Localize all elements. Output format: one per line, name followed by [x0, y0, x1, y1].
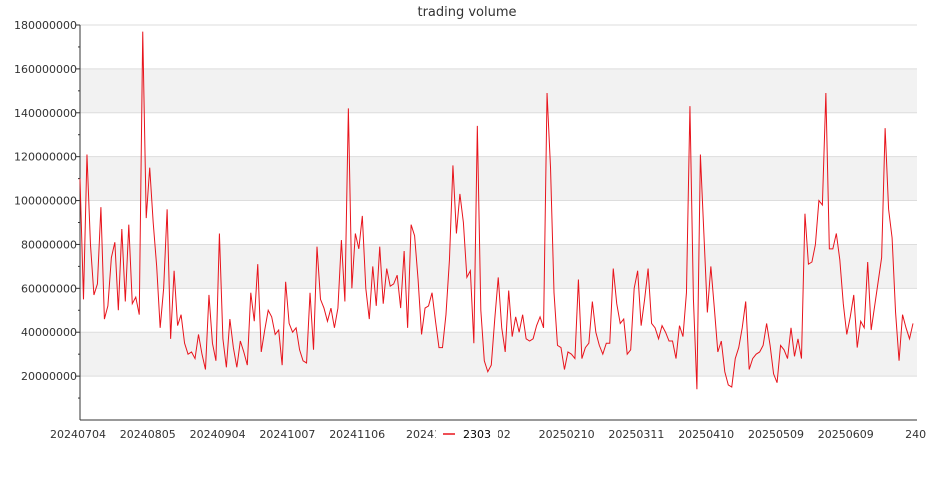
plot-background-bands: [80, 68, 917, 377]
x-tick-label: 20250410: [678, 428, 734, 441]
y-axis-ticks: 20000000 40000000 60000000 80000000 10000000…: [14, 19, 80, 399]
y-tick-label: 160000000: [14, 63, 77, 76]
y-tick-label: 120000000: [14, 151, 77, 164]
x-tick-label: 20250509: [748, 428, 804, 441]
legend-label: 2303: [463, 428, 491, 441]
y-tick-label: 60000000: [21, 282, 77, 295]
legend: 2303: [436, 425, 498, 443]
x-tick-label: 20240704: [50, 428, 106, 441]
x-tick-label: 20250609: [818, 428, 874, 441]
chart-title: trading volume: [417, 5, 516, 20]
x-tick-label: 20240805: [120, 428, 176, 441]
x-tick-label: 240: [905, 428, 926, 441]
series-line-2303: [79, 31, 914, 390]
x-tick-label: 20241106: [329, 428, 385, 441]
band-7: [80, 68, 917, 113]
y-tick-label: 80000000: [21, 238, 77, 251]
y-tick-label: 20000000: [21, 370, 77, 383]
x-tick-label: 20240904: [190, 428, 246, 441]
band-5: [80, 156, 917, 201]
band-1: [80, 332, 917, 377]
x-tick-label: 20250210: [539, 428, 595, 441]
legend-background: [436, 425, 498, 443]
y-tick-label: 100000000: [14, 195, 77, 208]
x-tick-label: 20241007: [259, 428, 315, 441]
x-tick-label: 20250311: [608, 428, 664, 441]
y-tick-label: 40000000: [21, 326, 77, 339]
x-axis-ticks: 20240704 20240805 20240904 20241007 20241106…: [50, 428, 926, 441]
y-tick-label: 140000000: [14, 107, 77, 120]
y-tick-label: 180000000: [14, 19, 77, 32]
